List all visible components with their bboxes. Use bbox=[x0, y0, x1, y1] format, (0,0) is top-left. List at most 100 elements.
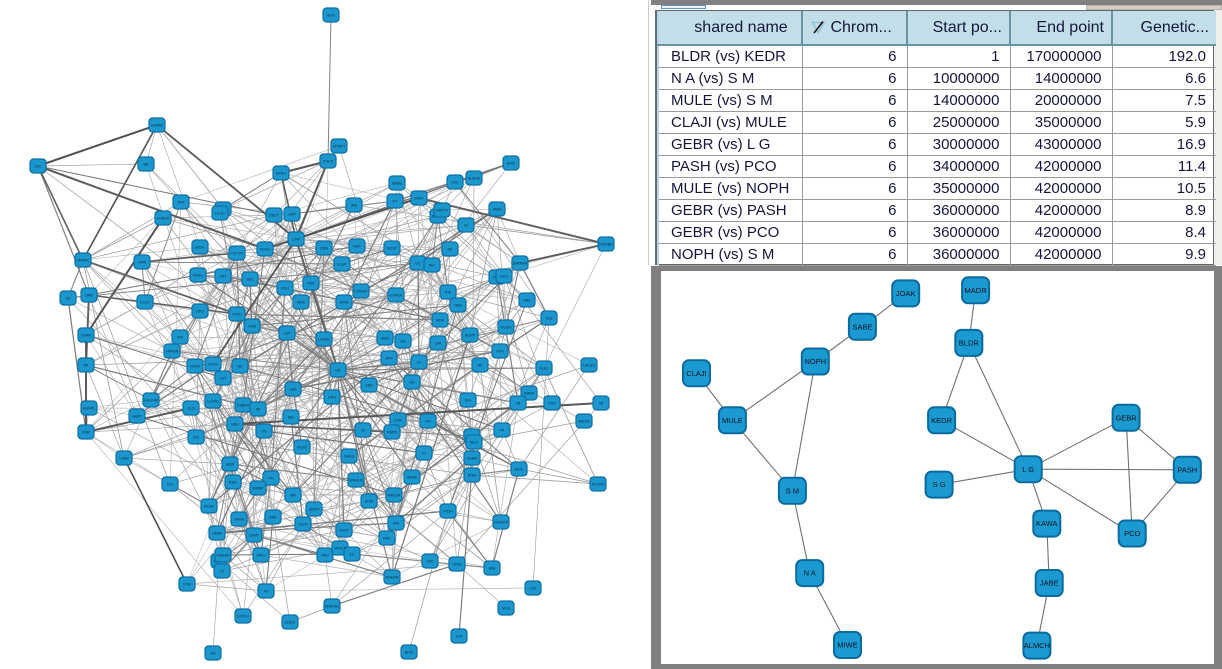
svg-text:EMWB: EMWB bbox=[151, 124, 163, 128]
svg-text:JAEN: JAEN bbox=[492, 208, 502, 212]
svg-text:CPJB: CPJB bbox=[452, 563, 462, 567]
svg-text:WHCAB: WHCAB bbox=[325, 605, 339, 609]
svg-text:PK: PK bbox=[500, 429, 505, 433]
svg-text:CIAW: CIAW bbox=[119, 457, 129, 461]
svg-text:AWD: AWD bbox=[381, 337, 390, 341]
svg-text:UUP: UUP bbox=[283, 332, 291, 336]
svg-text:DSCT: DSCT bbox=[269, 214, 280, 218]
svg-text:WHCT: WHCT bbox=[335, 547, 347, 551]
svg-text:CLAJI: CLAJI bbox=[686, 369, 706, 378]
svg-text:AIBA: AIBA bbox=[226, 463, 235, 467]
svg-text:LFUD: LFUD bbox=[215, 212, 225, 216]
svg-text:RIS: RIS bbox=[445, 291, 452, 295]
svg-text:LU: LU bbox=[464, 224, 469, 228]
svg-text:DRN: DRN bbox=[320, 247, 328, 251]
svg-text:MAJ: MAJ bbox=[321, 554, 328, 558]
svg-text:DPO: DPO bbox=[196, 310, 204, 314]
svg-text:HAPTF: HAPTF bbox=[436, 209, 449, 213]
svg-text:PASH: PASH bbox=[1177, 465, 1197, 474]
svg-text:HUGHM: HUGHM bbox=[144, 399, 158, 403]
svg-text:OMS: OMS bbox=[138, 261, 147, 265]
svg-text:UWEBR: UWEBR bbox=[216, 554, 230, 558]
svg-text:LOT: LOT bbox=[220, 377, 228, 381]
svg-text:DT: DT bbox=[393, 200, 399, 204]
svg-text:OI: OI bbox=[220, 570, 224, 574]
svg-text:JWT: JWT bbox=[177, 201, 185, 205]
svg-text:PH: PH bbox=[269, 477, 274, 481]
svg-text:RSPR: RSPR bbox=[387, 431, 397, 435]
svg-text:RSG: RSG bbox=[229, 481, 237, 485]
svg-text:SDL: SDL bbox=[35, 165, 42, 169]
svg-text:ALMCH: ALMCH bbox=[1024, 641, 1050, 650]
svg-text:JOAK: JOAK bbox=[896, 289, 916, 298]
svg-text:WLEIE: WLEIE bbox=[500, 326, 512, 330]
svg-text:FLHS: FLHS bbox=[208, 363, 218, 367]
svg-text:EA: EA bbox=[211, 652, 216, 656]
svg-text:SKHB: SKHB bbox=[234, 518, 244, 522]
svg-text:ENSI: ENSI bbox=[507, 162, 515, 166]
svg-text:S M: S M bbox=[786, 486, 799, 495]
svg-text:UEBR: UEBR bbox=[212, 532, 222, 536]
svg-text:NE: NE bbox=[238, 365, 244, 369]
svg-text:IMESR: IMESR bbox=[578, 420, 590, 424]
svg-text:DAT: DAT bbox=[220, 275, 228, 279]
svg-text:OJMLA: OJMLA bbox=[157, 217, 170, 221]
svg-text:OAIL: OAIL bbox=[269, 516, 277, 520]
svg-text:NOPH: NOPH bbox=[804, 357, 826, 366]
svg-text:OC: OC bbox=[415, 262, 421, 266]
svg-text:KOJU: KOJU bbox=[260, 248, 270, 252]
svg-text:OEN: OEN bbox=[454, 304, 462, 308]
svg-text:OODS: OODS bbox=[285, 621, 296, 625]
svg-text:AO: AO bbox=[409, 381, 414, 385]
svg-text:PUU: PUU bbox=[281, 287, 289, 291]
svg-text:SMMMM: SMMMM bbox=[513, 262, 527, 266]
svg-text:MK: MK bbox=[477, 364, 483, 368]
svg-text:RAC: RAC bbox=[383, 537, 391, 541]
svg-text:JCP: JCP bbox=[456, 635, 463, 639]
svg-text:IBD: IBD bbox=[288, 416, 294, 420]
svg-text:EPU: EPU bbox=[328, 396, 336, 400]
svg-text:LAKSO: LAKSO bbox=[583, 364, 595, 368]
svg-text:WSH: WSH bbox=[468, 474, 477, 478]
svg-text:GCG: GCG bbox=[500, 275, 508, 279]
svg-text:AKSN: AKSN bbox=[204, 505, 214, 509]
svg-text:MOM: MOM bbox=[340, 301, 349, 305]
svg-text:ILULP: ILULP bbox=[140, 301, 151, 305]
svg-text:IPC: IPC bbox=[429, 264, 435, 268]
svg-text:GLFA: GLFA bbox=[298, 523, 308, 527]
svg-text:RK: RK bbox=[84, 364, 90, 368]
svg-text:INFBC: INFBC bbox=[407, 476, 418, 480]
svg-text:WCIR: WCIR bbox=[190, 365, 200, 369]
svg-text:HGRPL: HGRPL bbox=[83, 407, 95, 411]
svg-text:JRH: JRH bbox=[386, 357, 393, 361]
svg-text:SFDT: SFDT bbox=[414, 197, 424, 201]
svg-text:MIWE: MIWE bbox=[837, 641, 857, 650]
svg-text:PWL: PWL bbox=[307, 282, 315, 286]
svg-text:BHBS: BHBS bbox=[392, 182, 402, 186]
svg-text:NRERR: NRERR bbox=[386, 576, 399, 580]
svg-text:DWNP: DWNP bbox=[253, 487, 265, 491]
svg-text:BCN: BCN bbox=[327, 14, 335, 18]
svg-text:FDKU: FDKU bbox=[193, 274, 203, 278]
svg-text:GEBR: GEBR bbox=[1115, 413, 1137, 422]
svg-text:COK: COK bbox=[394, 419, 402, 423]
svg-text:PICIH: PICIH bbox=[443, 510, 453, 514]
svg-text:RGJO: RGJO bbox=[297, 446, 307, 450]
svg-text:WLD: WLD bbox=[470, 441, 478, 445]
svg-text:AMKR: AMKR bbox=[524, 392, 535, 396]
svg-text:CDMGP: CDMGP bbox=[354, 290, 368, 294]
svg-text:IWJU: IWJU bbox=[502, 607, 511, 611]
svg-text:BR: BR bbox=[144, 163, 149, 167]
svg-text:KIP: KIP bbox=[177, 336, 183, 340]
svg-text:CFFEA: CFFEA bbox=[390, 294, 402, 298]
svg-text:GHKG: GHKG bbox=[344, 455, 355, 459]
svg-text:NWK: NWK bbox=[297, 301, 306, 305]
svg-text:HMMPC: HMMPC bbox=[76, 259, 90, 263]
svg-text:AAIPI: AAIPI bbox=[132, 415, 141, 419]
svg-text:DSBKR: DSBKR bbox=[237, 404, 250, 408]
svg-text:WTBTT: WTBTT bbox=[333, 145, 346, 149]
svg-text:CEMT: CEMT bbox=[249, 534, 260, 538]
svg-text:S G: S G bbox=[933, 480, 946, 489]
svg-text:SP: SP bbox=[256, 408, 261, 412]
svg-text:KPEJ: KPEJ bbox=[257, 554, 266, 558]
